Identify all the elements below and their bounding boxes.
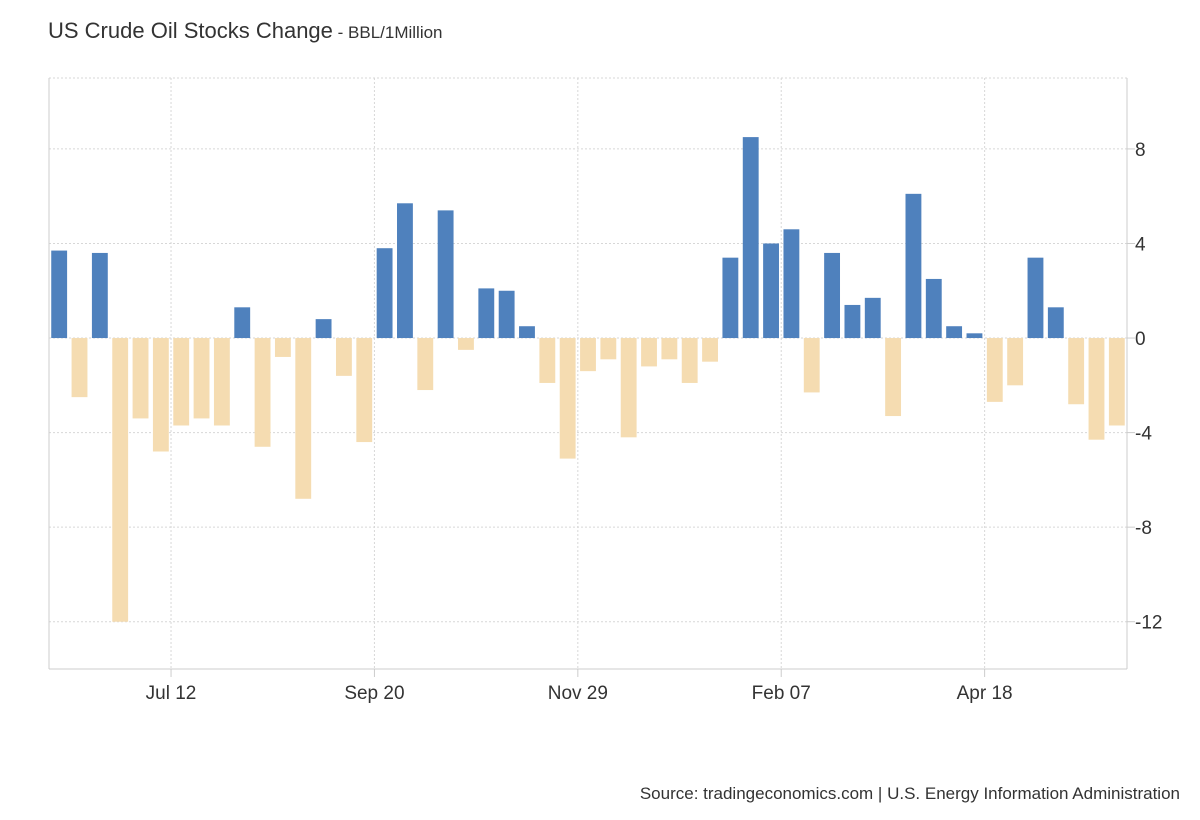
- y-tick-label: -12: [1135, 613, 1162, 634]
- title-separator: -: [332, 23, 349, 42]
- bar-positive: [742, 137, 759, 339]
- bar-negative: [356, 338, 373, 443]
- bar-positive: [437, 210, 454, 339]
- bar-negative: [641, 338, 657, 367]
- bar-positive: [519, 326, 535, 339]
- bar-positive: [946, 326, 963, 339]
- bar-negative: [885, 338, 902, 417]
- bar-positive: [51, 250, 68, 339]
- bar-positive: [234, 307, 251, 339]
- bar-positive: [1027, 257, 1044, 339]
- y-tick-label: -8: [1135, 518, 1152, 539]
- chart-title: US Crude Oil Stocks Change: [48, 18, 333, 43]
- bar-positive: [478, 288, 495, 339]
- source-credit: Source: tradingeconomics.com | U.S. Ener…: [639, 784, 1180, 803]
- x-tick-label: Feb 07: [752, 683, 811, 704]
- bar-positive: [722, 257, 739, 339]
- bar-negative: [600, 338, 617, 360]
- bar-positive: [498, 290, 515, 339]
- bar-negative: [803, 338, 820, 393]
- bar-positive: [966, 333, 983, 339]
- bar-positive: [783, 229, 800, 339]
- x-tick-label: Jul 12: [146, 683, 197, 704]
- bar-positive: [397, 203, 413, 339]
- bar-negative: [132, 338, 149, 419]
- x-tick-label: Apr 18: [957, 683, 1013, 704]
- bar-negative: [417, 338, 434, 391]
- bar-negative: [274, 338, 291, 357]
- bar-negative: [661, 338, 678, 360]
- bar-negative: [152, 338, 169, 452]
- x-tick-label: Nov 29: [548, 683, 608, 704]
- bar-positive: [824, 252, 841, 339]
- bar-negative: [71, 338, 88, 398]
- bar-positive: [763, 243, 779, 339]
- bar-negative: [539, 338, 556, 383]
- chart-unit: BBL/1Million: [348, 23, 443, 42]
- bar-negative: [986, 338, 1003, 402]
- bar-negative: [335, 338, 352, 376]
- y-tick-label: -4: [1135, 424, 1152, 445]
- bar-positive: [864, 297, 881, 339]
- bar-positive: [1047, 307, 1064, 339]
- bar-negative: [559, 338, 576, 459]
- bar-negative: [193, 338, 210, 419]
- bar-negative: [1007, 338, 1024, 386]
- chart-title-row: US Crude Oil Stocks Change - BBL/1Millio…: [48, 18, 443, 44]
- bar-positive: [925, 278, 942, 339]
- bar-negative: [173, 338, 190, 426]
- bar-chart: 8 4 0 -4 -8 -12 Jul 12 Sep 20 Nov 29 Feb 07 Apr 18: [48, 77, 1162, 704]
- bar-positive: [844, 304, 861, 339]
- bar-negative: [112, 338, 129, 622]
- y-tick-label: 8: [1135, 140, 1146, 161]
- bar-negative: [254, 338, 271, 447]
- bar-negative: [702, 338, 718, 362]
- bar-negative: [681, 338, 698, 383]
- bar-negative: [295, 338, 312, 499]
- y-tick-label: 0: [1135, 329, 1146, 350]
- bar-negative: [1068, 338, 1085, 405]
- bar-positive: [376, 248, 393, 339]
- bar-positive: [905, 193, 922, 339]
- bar-negative: [620, 338, 637, 438]
- y-tick-label: 4: [1135, 234, 1146, 255]
- bar-negative: [1108, 338, 1125, 426]
- x-tick-label: Sep 20: [344, 683, 404, 704]
- bar-negative: [213, 338, 230, 426]
- bar-positive: [91, 252, 108, 339]
- bar-negative: [1088, 338, 1105, 440]
- bar-negative: [458, 338, 474, 350]
- bar-positive: [315, 319, 332, 339]
- bar-negative: [580, 338, 596, 372]
